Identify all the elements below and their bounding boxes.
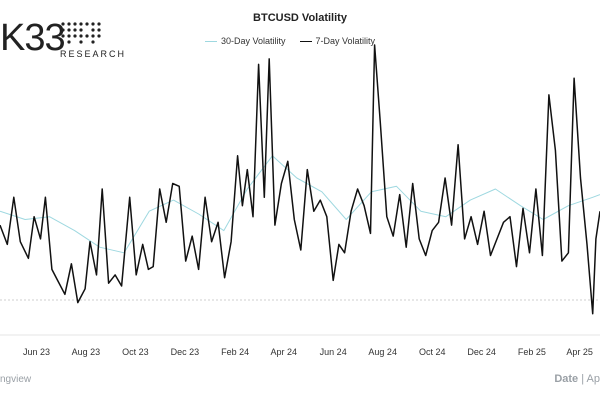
logo-subtitle: RESEARCH: [60, 49, 127, 59]
date-footer: Date | Ap: [554, 373, 600, 385]
x-tick-label: Feb 25: [518, 347, 546, 357]
date-value: Ap: [586, 373, 600, 385]
legend-label-7-day: 7-Day Volatility: [315, 36, 376, 46]
x-tick-label: Dec 23: [171, 347, 200, 357]
x-tick-label: Aug 24: [368, 347, 397, 357]
chart-title: BTCUSD Volatility: [253, 12, 347, 24]
date-divider: |: [581, 373, 587, 385]
x-tick-label: Apr 25: [566, 347, 593, 357]
logo-dot-grid-icon: [61, 22, 101, 44]
x-tick-label: Apr 24: [271, 347, 298, 357]
series-line-7-day: [0, 44, 600, 315]
legend-item-7-day: 7-Day Volatility: [299, 36, 376, 46]
x-tick-label: Feb 24: [221, 347, 249, 357]
x-tick-label: Jun 24: [320, 347, 347, 357]
x-tick-label: Jun 23: [23, 347, 50, 357]
series-line-30-day: [0, 155, 600, 254]
x-tick-label: Oct 24: [419, 347, 446, 357]
legend-item-30-day: 30-Day Volatility: [205, 36, 286, 46]
date-label: Date: [554, 373, 579, 385]
x-tick-label: Aug 23: [72, 347, 101, 357]
logo-mark: K33: [0, 17, 66, 59]
legend-swatch-30-day: [205, 40, 217, 42]
legend-label-30-day: 30-Day Volatility: [221, 36, 286, 46]
chart-legend: 30-Day Volatility 7-Day Volatility: [205, 36, 375, 46]
k33-research-logo: K33 RESEARCH: [0, 17, 124, 59]
x-tick-label: Oct 23: [122, 347, 149, 357]
source-credit: ngview: [0, 374, 32, 385]
x-tick-label: Dec 24: [467, 347, 496, 357]
legend-swatch-7-day: [299, 40, 312, 42]
